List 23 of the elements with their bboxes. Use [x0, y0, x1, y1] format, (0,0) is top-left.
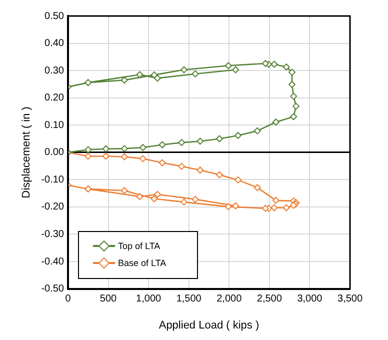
legend-label: Top of LTA [118, 241, 160, 252]
y-tick-label: -0.30 [41, 228, 64, 240]
y-axis-title: Displacement ( in ) [20, 106, 33, 198]
y-tick-label: 0.20 [44, 92, 64, 104]
y-tick-label: 0.40 [44, 38, 64, 50]
legend-label: Base of LTA [118, 258, 166, 268]
x-tick-label: 2,500 [256, 294, 282, 305]
y-tick-label: 0.50 [44, 10, 64, 22]
y-tick-label: -0.50 [41, 284, 64, 295]
x-tick-label: 1,500 [176, 294, 202, 305]
y-tick-label: -0.10 [41, 174, 64, 186]
x-axis-title: Applied Load ( kips ) [158, 319, 260, 332]
y-tick-label: 0.00 [44, 147, 64, 158]
x-tick-label: 3,500 [337, 294, 363, 305]
y-tick-label: -0.40 [41, 256, 64, 268]
x-tick-label: 3,000 [297, 294, 323, 305]
y-tick-label: 0.30 [44, 65, 64, 76]
y-tick-label: 0.10 [44, 120, 64, 131]
x-tick-label: 2,000 [216, 294, 242, 305]
x-tick-label: 1,000 [136, 294, 162, 305]
x-tick-label: 500 [100, 294, 118, 305]
x-tick-label: 0 [65, 294, 72, 305]
y-tick-label: -0.20 [41, 202, 64, 213]
